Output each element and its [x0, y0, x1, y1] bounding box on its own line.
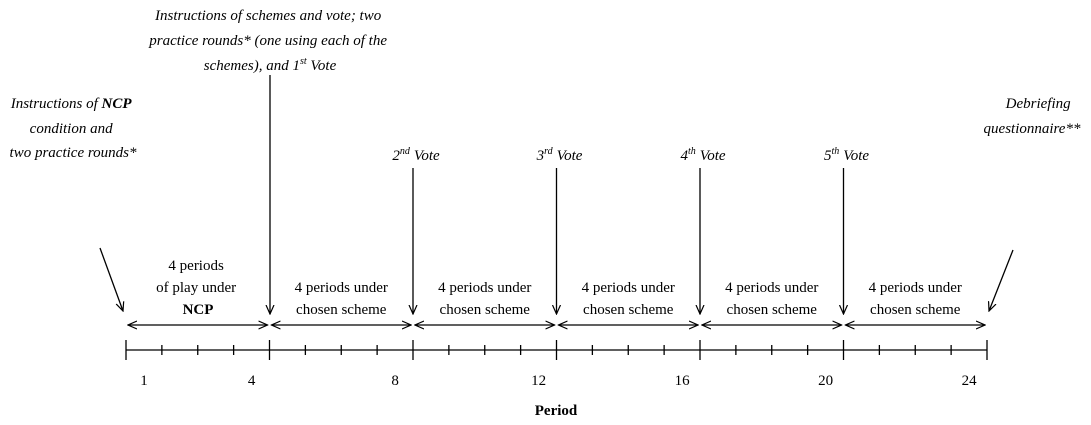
period-label: 4: [248, 373, 256, 389]
vote-space: Vote: [557, 148, 583, 164]
vote-space: Vote: [843, 148, 869, 164]
segment-line: chosen scheme: [296, 302, 387, 318]
top-annotation: Instructions of schemes and vote; two pr…: [148, 8, 390, 74]
vote-label: 3rd Vote: [536, 146, 583, 164]
segment-label: 4 periods under chosen scheme: [295, 280, 388, 318]
segment-line: 4 periods under: [869, 280, 962, 296]
segment-line: chosen scheme: [440, 302, 531, 318]
vote-label: 5th Vote: [824, 146, 869, 164]
vote-label: 2nd Vote: [392, 146, 440, 164]
segment-label: 4 periods under chosen scheme: [869, 280, 962, 318]
vote-number: 2: [392, 148, 400, 164]
segment-line: 4 periods under: [438, 280, 531, 296]
vote-suffix: rd: [544, 146, 554, 157]
period-label: 20: [818, 373, 833, 389]
vote-space: Vote: [700, 148, 726, 164]
axis-label: Period: [535, 403, 578, 419]
period-label: 24: [962, 373, 978, 389]
vote-number: 4: [680, 148, 688, 164]
right-annotation: Debriefing questionnaire**: [984, 96, 1081, 137]
vote-number: 3: [536, 148, 545, 164]
segment-label: 4 periods under chosen scheme: [438, 280, 531, 318]
arrow: [989, 249, 1014, 311]
arrow: [99, 247, 123, 311]
segment-line: 4 periods under: [582, 280, 675, 296]
left-annotation: Instructions of NCP condition and two pr…: [10, 96, 137, 161]
vote-suffix: nd: [400, 146, 411, 157]
segment-line: 4 periods under: [725, 280, 818, 296]
segment-line: chosen scheme: [727, 302, 818, 318]
segment-line: 4 periods under: [295, 280, 388, 296]
vote-space: Vote: [414, 148, 440, 164]
period-label: 12: [531, 373, 546, 389]
segment-label: 4 periods under chosen scheme: [582, 280, 675, 318]
period-label: 16: [675, 373, 691, 389]
segment-label: 4 periods under chosen scheme: [725, 280, 818, 318]
segment-line: chosen scheme: [583, 302, 674, 318]
vote-label: 4th Vote: [680, 146, 725, 164]
first-segment: 4 periods of play under NCP: [156, 258, 240, 318]
period-label: 8: [391, 373, 399, 389]
vote-suffix: th: [831, 146, 839, 157]
vote-suffix: th: [688, 146, 696, 157]
vote-number: 5: [824, 148, 832, 164]
period-label: 1: [140, 373, 148, 389]
segment-line: chosen scheme: [870, 302, 961, 318]
